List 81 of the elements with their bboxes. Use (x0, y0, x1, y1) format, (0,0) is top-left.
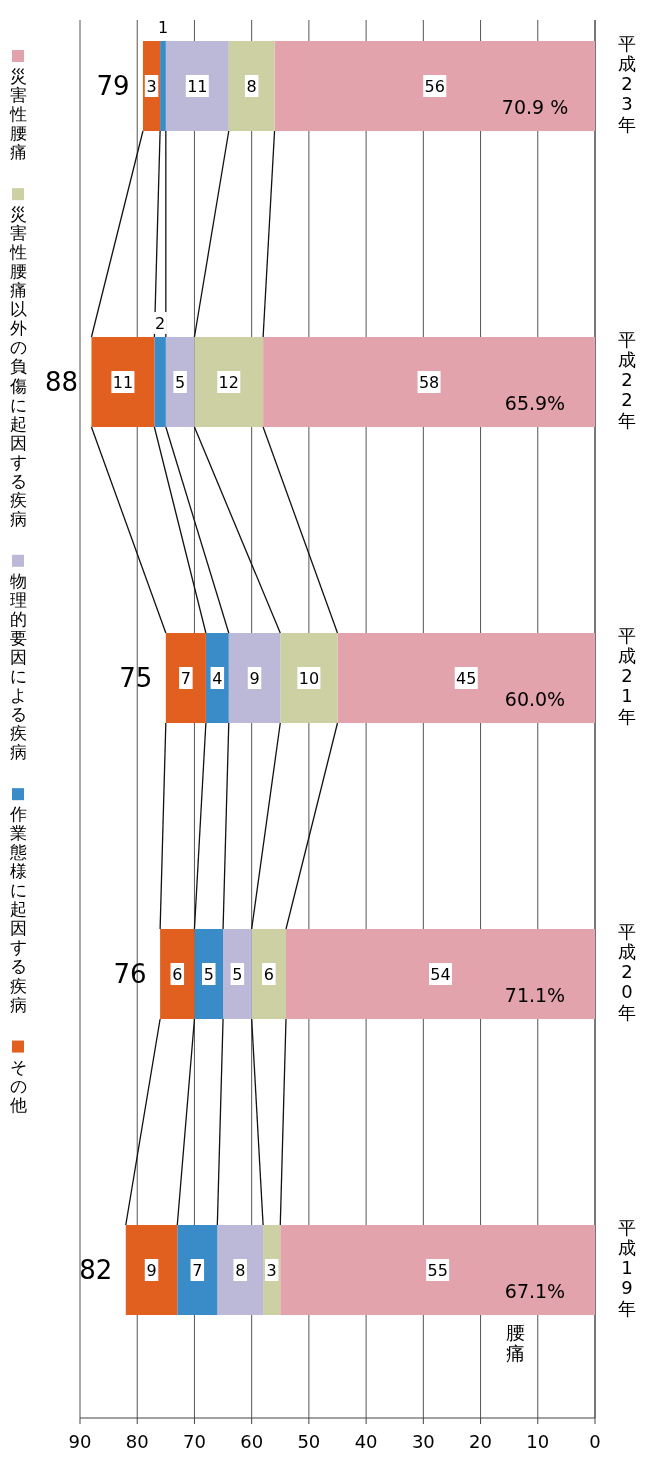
y-tick-label: 平成23年 (618, 33, 636, 135)
legend-label: その他 (9, 1056, 27, 1115)
data-label: 55 (427, 1261, 448, 1280)
bar (280, 633, 338, 723)
total-label: 75 (119, 663, 153, 693)
data-label: 3 (266, 1261, 277, 1280)
legend-item: 作業態様に起因する疾病 (9, 788, 27, 1015)
x-tick-label: 40 (354, 1431, 378, 1452)
annotation: 65.9% (504, 392, 566, 414)
bar (177, 1225, 218, 1315)
data-label: 5 (203, 965, 214, 984)
bar (228, 41, 275, 131)
legend-item: 物理的要因による疾病 (9, 554, 27, 763)
data-label: 8 (235, 1261, 246, 1280)
total-label: 82 (79, 1255, 113, 1285)
annotation: 67.1% (504, 1280, 566, 1302)
data-label: 6 (263, 965, 274, 984)
bar (263, 337, 595, 427)
bar (154, 337, 166, 427)
data-label: 11 (112, 373, 134, 392)
y-tick-label: 平成19年 (618, 1217, 636, 1319)
data-label: 7 (180, 669, 191, 688)
data-label: 54 (430, 965, 451, 984)
data-label: 9 (249, 669, 260, 688)
data-label: 10 (298, 669, 320, 688)
legend-item: 災害性腰痛 (9, 50, 27, 163)
x-tick-label: 0 (589, 1431, 601, 1452)
x-tick-label: 80 (125, 1431, 149, 1452)
total-label: 88 (44, 367, 78, 397)
x-tick-label: 60 (240, 1431, 264, 1452)
bar (125, 1225, 178, 1315)
bar (194, 929, 224, 1019)
legend-item: 災害性腰痛以外の負傷に起因する疾病 (9, 188, 27, 529)
data-label: 12 (218, 373, 239, 392)
bar (165, 41, 229, 131)
bar (228, 633, 281, 723)
total-label: 79 (96, 71, 130, 101)
bar (251, 929, 286, 1019)
y-tick-label: 平成22年 (618, 329, 636, 431)
bar (165, 633, 206, 723)
data-label: 58 (418, 373, 440, 392)
bar (165, 337, 195, 427)
bar (194, 337, 264, 427)
x-tick-label: 90 (68, 1431, 92, 1452)
x-tick-label: 70 (182, 1431, 206, 1452)
y-tick-label: 平成21年 (618, 625, 636, 727)
bar (223, 929, 252, 1019)
total-label: 76 (113, 959, 147, 989)
data-label: 6 (172, 965, 183, 984)
annotation: 71.1% (504, 984, 566, 1006)
data-label: 4 (212, 669, 223, 688)
data-label: 56 (424, 77, 445, 96)
bar (286, 929, 595, 1019)
x-tick-label: 30 (411, 1431, 435, 1452)
data-label: 5 (232, 965, 243, 984)
data-label: 9 (146, 1261, 157, 1280)
bar (205, 633, 229, 723)
data-label: 3 (146, 77, 157, 96)
legend-item: その他 (9, 1040, 27, 1115)
legend-label: 災害性腰痛 (8, 66, 27, 163)
bar (160, 41, 166, 131)
x-tick-label: 50 (297, 1431, 321, 1452)
data-label: 5 (175, 373, 186, 392)
bar (274, 41, 595, 131)
data-label: 45 (456, 669, 477, 688)
data-label: 11 (187, 77, 208, 96)
data-label: 1 (157, 18, 169, 37)
bar (160, 929, 195, 1019)
bar (337, 633, 595, 723)
bar (217, 1225, 264, 1315)
annotation: 60.0% (504, 688, 566, 710)
x-tick-label: 20 (469, 1431, 493, 1452)
data-label: 2 (155, 314, 166, 333)
y-tick-label: 平成20年 (618, 921, 636, 1023)
data-label: 7 (192, 1261, 203, 1280)
bar (91, 337, 155, 427)
data-label: 8 (246, 77, 257, 96)
annotation: 腰痛 (505, 1321, 525, 1365)
annotation: 70.9 % (501, 96, 569, 118)
x-tick-label: 10 (526, 1431, 550, 1452)
bar (280, 1225, 595, 1315)
